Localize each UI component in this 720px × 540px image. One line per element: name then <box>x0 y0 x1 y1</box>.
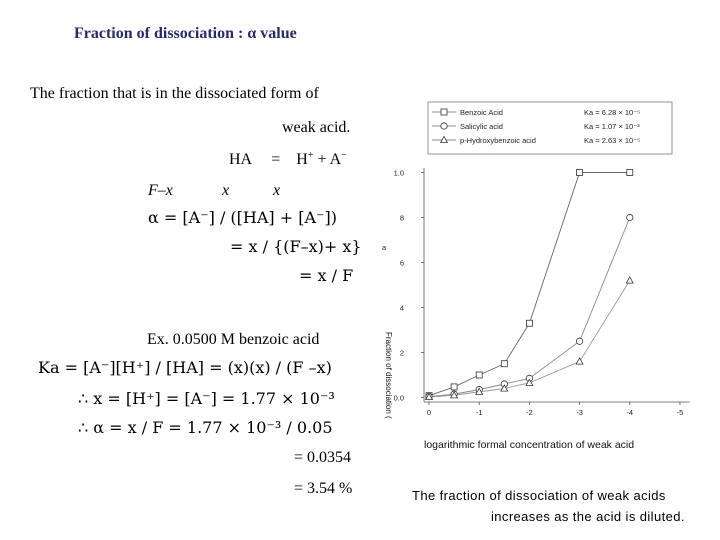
data-point-square <box>576 169 583 176</box>
intro-line-1: The fraction that is in the dissociated … <box>30 85 319 102</box>
intro-line-2: weak acid. <box>282 119 351 136</box>
alpha-definition: α = [A⁻] / ([HA] + [A⁻]) <box>148 208 337 227</box>
data-point-square <box>450 383 458 391</box>
x-axis-label: logarithmic formal concentration of weak… <box>424 439 634 451</box>
x-value-line: ∴ x = [H⁺] = [A⁻] = 1.77 × 10⁻³ <box>78 389 335 408</box>
series-circle <box>425 213 634 401</box>
eq-ha: HA <box>229 151 252 168</box>
data-point-square <box>626 169 634 176</box>
eq-sign: = <box>271 151 281 168</box>
y-tick-label: 4 <box>400 304 404 313</box>
eq-minus-sup: − <box>341 150 347 161</box>
y-axis-label: Fraction of dissociation ( <box>384 332 393 419</box>
x-tick-label: -2 <box>526 408 533 417</box>
eq-row2-x2: x <box>273 182 281 199</box>
chart-axes: 0.0 2 4 6 8 1.0 0 -1 -2 -3 -4 -5 <box>394 168 690 417</box>
caption-line-1: The fraction of dissociation of weak aci… <box>412 488 666 503</box>
legend-series-name: p-Hydroxybenzoic acid <box>460 136 536 145</box>
ka-expression: Ka = [A⁻][H⁺] / [HA] = (x)(x) / (F –x) <box>38 358 332 377</box>
legend-series-name: Benzoic Acid <box>460 108 503 117</box>
x-tick-label: -4 <box>626 408 633 417</box>
data-point-square <box>475 371 483 379</box>
eq-row2-fx: F–x <box>148 182 173 199</box>
x-tick-label: -3 <box>576 408 583 417</box>
data-point-circle <box>440 122 448 130</box>
data-point-triangle <box>424 392 434 401</box>
eq-h: H <box>296 151 308 168</box>
legend-ka-value: Ka = 1.07 × 10⁻³ <box>584 122 640 131</box>
example-title: Ex. 0.0500 M benzoic acid <box>147 331 320 348</box>
alpha-step-b: = x / {(F–x)+ x} <box>230 237 362 256</box>
result-decimal: = 0.0354 <box>294 449 352 466</box>
data-point-square <box>525 319 533 327</box>
chart-series <box>424 169 634 401</box>
y-tick-label: 0.0 <box>394 394 404 403</box>
data-point-triangle <box>439 135 449 143</box>
eq-a: + A <box>313 151 342 168</box>
eq-plus-sup: + <box>307 150 314 161</box>
series-triangle <box>424 276 634 401</box>
legend-series-name: Salicylic acid <box>460 122 503 131</box>
legend-box <box>427 101 673 155</box>
eq-row2-x1: x <box>222 182 230 199</box>
data-point-triangle <box>625 276 634 284</box>
x-tick-label: -1 <box>476 408 483 417</box>
data-point-square <box>500 360 508 368</box>
x-tick-label: 0 <box>427 408 431 417</box>
legend-ka-value: Ka = 6.28 × 10⁻⁵ <box>584 108 640 117</box>
x-tick-label: -5 <box>677 408 684 417</box>
slide-title: Fraction of dissociation : α value <box>74 25 297 42</box>
data-point-circle <box>626 213 634 222</box>
equilibrium-equation: HA = H+ + A− <box>229 150 347 170</box>
result-percent: = 3.54 % <box>294 480 353 497</box>
y-tick-label: 2 <box>400 349 404 358</box>
alpha-step-c: = x / F <box>299 266 354 285</box>
data-point-circle <box>575 337 584 345</box>
series-line <box>428 217 631 398</box>
data-point-triangle <box>450 390 459 399</box>
y-tick-label: 6 <box>400 259 404 268</box>
y-tick-label: 8 <box>400 214 404 223</box>
data-point-triangle <box>500 384 509 392</box>
data-point-triangle <box>575 357 584 365</box>
alpha-value-line: ∴ α = x / F = 1.77 × 10⁻³ / 0.05 <box>78 418 333 437</box>
data-point-triangle <box>525 378 534 386</box>
series-line <box>428 172 630 397</box>
legend-ka-value: Ka = 2.63 × 10⁻⁵ <box>584 136 640 145</box>
data-point-square <box>440 108 448 116</box>
y-tick-label: 1.0 <box>394 169 404 178</box>
chart-legend: Benzoic Acid Ka = 6.28 × 10⁻⁵ Salicylic ac… <box>427 101 673 155</box>
stray-label: a <box>382 243 387 252</box>
dissociation-chart: Benzoic Acid Ka = 6.28 × 10⁻⁵ Salicylic ac… <box>382 101 690 451</box>
data-point-triangle <box>475 387 484 395</box>
caption-line-2: increases as the acid is diluted. <box>491 509 685 524</box>
series-square <box>425 169 634 400</box>
